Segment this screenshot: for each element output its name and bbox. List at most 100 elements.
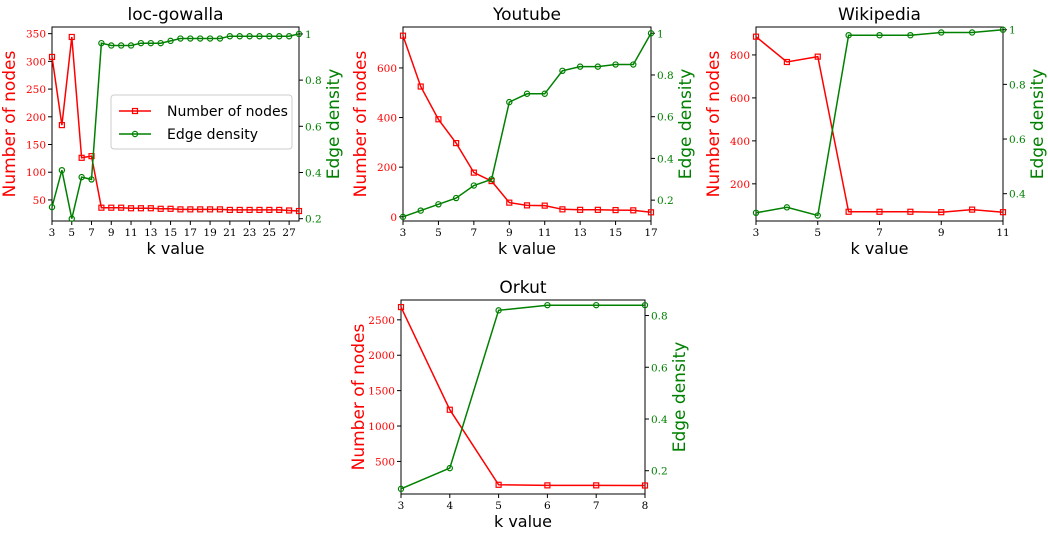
data-point-nodes bbox=[206, 206, 214, 213]
y-right-axis-label: Edge density bbox=[1028, 69, 1048, 180]
data-point-nodes bbox=[938, 209, 945, 216]
chart-title: Wikipedia bbox=[838, 5, 921, 25]
data-point-nodes bbox=[752, 33, 760, 40]
data-point-nodes bbox=[246, 206, 253, 214]
data-point-density bbox=[544, 301, 551, 309]
data-point-nodes bbox=[187, 206, 194, 213]
data-point-density bbox=[559, 67, 566, 75]
data-point-nodes bbox=[446, 406, 453, 413]
data-point-density bbox=[523, 90, 531, 97]
legend-marker-circle bbox=[131, 130, 139, 138]
y-left-tick-label: 150 bbox=[26, 140, 46, 152]
x-tick-label: 17 bbox=[184, 227, 197, 239]
x-tick-label: 11 bbox=[124, 227, 137, 239]
data-point-density bbox=[276, 33, 283, 40]
data-point-density bbox=[196, 35, 204, 42]
x-tick-label: 19 bbox=[203, 227, 216, 239]
data-point-nodes bbox=[137, 205, 145, 212]
x-tick-label: 7 bbox=[88, 227, 95, 239]
y-right-tick-label: 0.4 bbox=[651, 414, 668, 426]
data-point-density bbox=[845, 31, 852, 39]
x-tick-label: 13 bbox=[144, 227, 157, 239]
data-point-density bbox=[470, 182, 478, 189]
y-left-tick-label: 800 bbox=[730, 50, 750, 62]
y-right-tick-label: 1 bbox=[1009, 25, 1016, 37]
y-left-tick-label: 2500 bbox=[368, 315, 395, 327]
y-left-axis-label: Number of nodes bbox=[349, 323, 369, 470]
data-point-nodes bbox=[612, 206, 619, 214]
x-tick-label: 3 bbox=[753, 227, 760, 239]
y-right-tick-label: 0.6 bbox=[657, 112, 674, 124]
data-point-nodes bbox=[453, 140, 460, 147]
x-tick-label: 4 bbox=[446, 500, 453, 512]
x-tick-label: 3 bbox=[400, 227, 407, 239]
data-point-density bbox=[446, 464, 453, 472]
data-point-density bbox=[246, 33, 253, 40]
data-point-density bbox=[108, 42, 115, 49]
data-point-nodes bbox=[907, 208, 914, 215]
y-right-tick-label: 0.8 bbox=[651, 311, 668, 323]
chart-orkut: Orkut 3 4 5 6 7 8 k value 500 1000 1500 2000 2500 0.2… bbox=[349, 278, 690, 531]
y-right-tick-label: 0.4 bbox=[657, 153, 674, 165]
legend-label: Edge density bbox=[167, 127, 258, 143]
y-right-tick-label: 0.6 bbox=[1009, 134, 1026, 146]
x-tick-label: 5 bbox=[495, 500, 502, 512]
y-right-tick-label: 0.8 bbox=[1009, 79, 1026, 91]
data-point-nodes bbox=[999, 209, 1007, 216]
y-left-tick-label: 100 bbox=[26, 167, 46, 179]
x-tick-label: 15 bbox=[164, 227, 177, 239]
data-point-nodes bbox=[470, 169, 477, 176]
x-tick-label: 7 bbox=[471, 227, 478, 239]
data-point-density bbox=[641, 301, 649, 309]
data-point-density bbox=[541, 90, 548, 97]
data-point-density bbox=[206, 35, 214, 42]
y-right-tick-label: 0.8 bbox=[305, 75, 322, 87]
y-left-tick-label: 600 bbox=[377, 63, 397, 75]
data-point-nodes bbox=[286, 207, 293, 214]
y-right-tick-label: 0.2 bbox=[651, 466, 668, 478]
legend-label: Number of nodes bbox=[167, 104, 288, 120]
y-right-tick-label: 0.6 bbox=[651, 362, 668, 374]
legend: Number of nodes Edge density bbox=[110, 94, 293, 150]
data-point-density bbox=[752, 209, 760, 217]
data-point-density bbox=[397, 485, 405, 493]
data-point-density bbox=[167, 37, 174, 45]
y-left-tick-label: 1000 bbox=[368, 421, 395, 433]
series-line-density bbox=[51, 33, 300, 219]
data-point-nodes bbox=[216, 206, 224, 213]
x-tick-label: 11 bbox=[538, 227, 551, 239]
data-point-density bbox=[117, 42, 125, 49]
data-point-density bbox=[88, 176, 95, 183]
y-right-tick-label: 0.4 bbox=[305, 168, 322, 180]
y-left-tick-label: 200 bbox=[377, 162, 397, 174]
x-tick-label: 15 bbox=[609, 227, 622, 239]
data-point-nodes bbox=[397, 303, 405, 311]
x-tick-label: 11 bbox=[996, 227, 1009, 239]
y-right-tick-label: 0.8 bbox=[657, 70, 674, 82]
data-point-nodes bbox=[48, 53, 56, 61]
y-right-tick-label: 1 bbox=[657, 28, 664, 40]
y-left-tick-label: 600 bbox=[730, 93, 750, 105]
data-point-nodes bbox=[108, 204, 115, 211]
data-point-nodes bbox=[594, 206, 601, 213]
y-left-tick-label: 400 bbox=[730, 136, 750, 148]
y-right-axis-label: Edge density bbox=[676, 69, 696, 180]
data-point-density bbox=[266, 33, 273, 40]
series-line-density bbox=[402, 32, 652, 218]
series-line-density bbox=[400, 304, 645, 490]
data-point-density bbox=[876, 31, 883, 39]
data-point-density bbox=[295, 30, 303, 38]
y-left-tick-label: 2000 bbox=[368, 350, 395, 362]
data-point-nodes bbox=[226, 206, 233, 214]
x-tick-label: 27 bbox=[282, 227, 295, 239]
x-axis-label: k value bbox=[498, 239, 556, 258]
data-point-density bbox=[907, 31, 914, 39]
data-point-density bbox=[177, 35, 184, 42]
data-point-density bbox=[226, 33, 234, 40]
data-point-nodes bbox=[544, 482, 551, 489]
x-tick-label: 9 bbox=[506, 227, 513, 239]
data-point-nodes bbox=[78, 154, 85, 161]
x-tick-label: 23 bbox=[243, 227, 256, 239]
data-point-nodes bbox=[276, 206, 283, 214]
data-point-density bbox=[285, 33, 293, 40]
